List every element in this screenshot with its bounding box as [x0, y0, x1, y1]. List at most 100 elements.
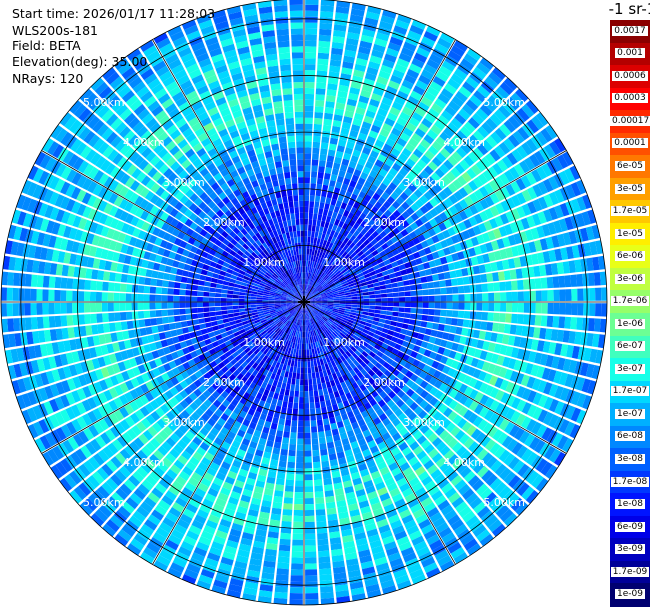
range-gate	[286, 297, 293, 300]
range-gate	[244, 483, 254, 492]
range-gate	[531, 421, 542, 435]
range-gate	[450, 73, 464, 85]
range-gate	[541, 427, 553, 441]
range-gate	[310, 414, 316, 421]
range-gate	[560, 344, 569, 357]
range-gate	[304, 236, 308, 243]
range-gate	[548, 176, 559, 190]
range-gate	[531, 253, 539, 265]
range-gate	[285, 383, 291, 390]
range-gate	[125, 311, 133, 320]
range-gate	[249, 382, 257, 390]
range-gate	[325, 268, 331, 275]
range-gate	[77, 430, 89, 444]
range-gate	[448, 350, 457, 359]
range-gate	[121, 370, 130, 382]
range-gate	[121, 501, 135, 514]
range-gate	[307, 306, 312, 312]
range-gate	[60, 303, 67, 314]
range-gate	[21, 409, 32, 425]
range-gate	[263, 348, 269, 355]
range-gate	[309, 325, 312, 332]
range-gate	[369, 425, 378, 435]
range-gate	[228, 583, 243, 593]
range-gate	[318, 278, 323, 284]
range-gate	[202, 302, 209, 307]
range-gate	[423, 428, 434, 439]
range-gate	[445, 279, 452, 287]
range-gate	[320, 376, 326, 384]
range-gate	[601, 303, 607, 317]
range-gate	[494, 176, 505, 189]
range-gate	[191, 552, 205, 563]
range-gate	[241, 438, 251, 447]
range-gate	[85, 442, 97, 455]
range-gate	[506, 493, 520, 508]
range-gate	[396, 205, 406, 215]
range-gate	[132, 366, 141, 377]
range-gate	[242, 392, 251, 400]
range-gate	[286, 304, 293, 307]
range-gate	[471, 479, 485, 492]
range-gate	[264, 334, 271, 340]
range-gate	[467, 328, 475, 338]
range-gate	[412, 345, 421, 353]
range-gate	[414, 367, 423, 376]
range-gate	[360, 361, 367, 368]
range-gate	[469, 497, 483, 510]
range-gate	[312, 444, 319, 451]
range-gate	[398, 541, 412, 552]
range-gate	[184, 396, 194, 405]
range-gate	[304, 408, 310, 415]
range-gate	[490, 460, 503, 473]
range-gate	[420, 355, 429, 364]
range-gate	[335, 584, 349, 592]
range-gate	[424, 268, 432, 276]
range-gate	[216, 283, 223, 289]
range-gate	[436, 232, 445, 241]
range-gate	[504, 224, 513, 235]
range-gate	[113, 409, 124, 422]
range-gate	[262, 297, 269, 300]
range-gate	[19, 273, 26, 287]
range-gate	[428, 309, 435, 316]
range-gate	[407, 183, 418, 193]
range-gate	[337, 505, 348, 514]
range-gate	[81, 413, 93, 426]
range-gate	[201, 345, 209, 353]
range-gate	[269, 403, 276, 411]
range-gate	[447, 50, 462, 62]
range-gate	[292, 372, 297, 379]
range-gate	[307, 313, 311, 319]
range-gate	[405, 436, 416, 446]
range-gate	[313, 281, 317, 287]
range-gate	[281, 325, 287, 331]
range-gate	[329, 229, 336, 237]
range-gate	[188, 392, 198, 401]
range-gate	[420, 276, 428, 283]
range-gate	[313, 268, 317, 275]
range-gate	[592, 333, 600, 348]
range-gate	[586, 333, 594, 347]
range-gate	[319, 226, 324, 233]
range-gate	[325, 167, 332, 174]
range-gate	[329, 204, 335, 212]
range-gate	[517, 291, 524, 302]
range-gate	[415, 339, 423, 347]
range-gate	[381, 96, 393, 107]
range-gate	[381, 342, 389, 350]
range-gate	[386, 357, 394, 365]
range-gate	[336, 595, 351, 604]
range-gate	[194, 487, 206, 498]
range-gate	[434, 549, 449, 562]
range-gate	[350, 261, 357, 267]
range-gate	[448, 492, 461, 504]
range-gate	[346, 141, 355, 150]
range-gate	[357, 463, 368, 472]
range-gate	[348, 503, 359, 512]
range-gate	[276, 399, 283, 407]
range-gate	[405, 302, 411, 308]
range-gate	[541, 290, 548, 301]
range-gate	[458, 86, 472, 98]
range-gate	[221, 314, 229, 319]
